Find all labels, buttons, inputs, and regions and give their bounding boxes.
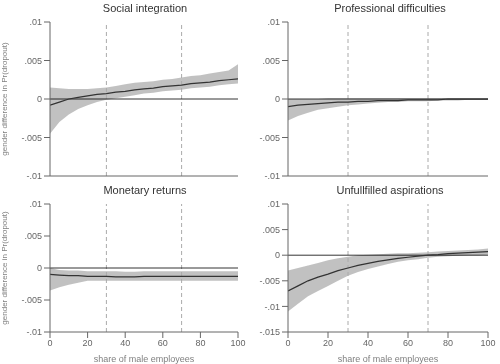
svg-text:20: 20 [83,338,93,348]
svg-text:-.01: -.01 [264,302,280,312]
svg-text:0: 0 [285,338,290,348]
svg-text:80: 80 [443,338,453,348]
html-text:Unfullfilled aspirations: Unfullfilled aspirations [336,184,444,196]
svg-text:.01: .01 [267,199,280,209]
svg-text:40: 40 [363,338,373,348]
svg-text:-.01: -.01 [26,327,42,337]
svg-text:0: 0 [37,263,42,273]
svg-text:-.005: -.005 [21,133,42,143]
svg-text:.005: .005 [262,225,280,235]
svg-text:0: 0 [275,250,280,260]
svg-text:40: 40 [120,338,130,348]
svg-text:80: 80 [195,338,205,348]
svg-text:20: 20 [323,338,333,348]
svg-text:.01: .01 [267,17,280,27]
svg-text:-.005: -.005 [259,133,280,143]
svg-text:-.01: -.01 [26,171,42,181]
html-text:Monetary returns: Monetary returns [103,184,187,196]
html-text:Social integration: Social integration [102,2,188,14]
svg-text:share of male employees: share of male employees [94,354,195,364]
svg-text:-.005: -.005 [259,276,280,286]
svg-text:100: 100 [480,338,492,348]
svg-text:-.01: -.01 [264,171,280,181]
svg-text:-.015: -.015 [259,327,280,337]
svg-text:share of male employees: share of male employees [338,354,439,364]
svg-text:0: 0 [37,94,42,104]
svg-text:.01: .01 [29,199,42,209]
svg-text:.005: .005 [262,56,280,66]
svg-text:.01: .01 [29,17,42,27]
svg-text:60: 60 [403,338,413,348]
svg-text:0: 0 [47,338,52,348]
svg-text:gender difference in Pr(dropou: gender difference in Pr(dropout) [8,211,9,325]
svg-text:gender difference in Pr(dropou: gender difference in Pr(dropout) [8,42,9,156]
svg-text:60: 60 [158,338,168,348]
svg-text:-.005: -.005 [21,295,42,305]
html-text:Professional difficulties: Professional difficulties [334,2,446,14]
svg-text:0: 0 [275,94,280,104]
svg-text:100: 100 [230,338,245,348]
svg-text:.005: .005 [24,56,42,66]
svg-text:.005: .005 [24,231,42,241]
